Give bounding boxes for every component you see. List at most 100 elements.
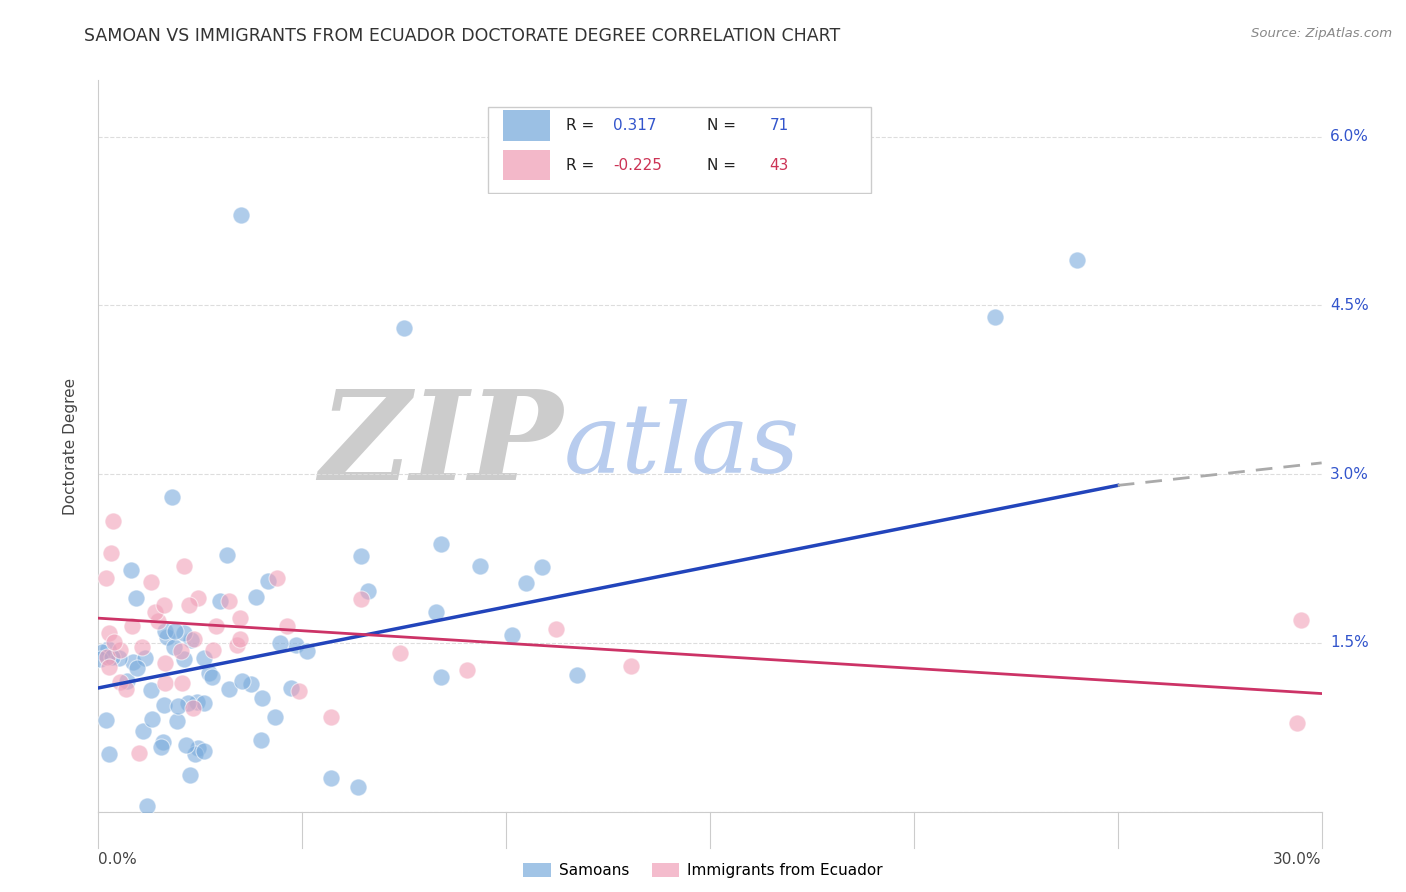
- Point: [163, 640, 186, 655]
- Point: [226, 638, 249, 652]
- Point: [128, 746, 150, 760]
- Point: [180, 632, 202, 647]
- Point: [319, 710, 342, 724]
- Point: [115, 681, 138, 696]
- Point: [149, 740, 172, 755]
- Text: ZIP: ZIP: [319, 385, 564, 507]
- Point: [546, 622, 568, 636]
- Bar: [503, 150, 550, 180]
- Text: 43: 43: [769, 158, 789, 173]
- Legend: Samoans, Immigrants from Ecuador: Samoans, Immigrants from Ecuador: [517, 857, 889, 884]
- Point: [120, 563, 142, 577]
- Point: [173, 652, 195, 666]
- Text: 30.0%: 30.0%: [1274, 852, 1322, 867]
- Point: [153, 657, 176, 671]
- Bar: [503, 111, 550, 141]
- Point: [141, 712, 163, 726]
- Point: [319, 772, 342, 786]
- Text: 0.317: 0.317: [613, 118, 657, 133]
- Point: [179, 599, 201, 613]
- Point: [146, 614, 169, 628]
- Point: [94, 571, 117, 585]
- Point: [280, 681, 302, 695]
- Text: R =: R =: [567, 158, 599, 173]
- Point: [121, 655, 143, 669]
- Point: [97, 642, 120, 657]
- Point: [98, 747, 121, 761]
- Point: [1291, 614, 1313, 628]
- Point: [350, 549, 373, 564]
- Point: [257, 574, 280, 589]
- Point: [152, 735, 174, 749]
- Point: [177, 696, 200, 710]
- Point: [187, 591, 209, 605]
- Text: 4.5%: 4.5%: [1330, 298, 1368, 313]
- Text: SAMOAN VS IMMIGRANTS FROM ECUADOR DOCTORATE DEGREE CORRELATION CHART: SAMOAN VS IMMIGRANTS FROM ECUADOR DOCTOR…: [84, 27, 841, 45]
- Point: [187, 741, 209, 756]
- Point: [174, 739, 197, 753]
- Point: [218, 681, 240, 696]
- Point: [1066, 253, 1088, 268]
- Point: [131, 640, 153, 655]
- Point: [135, 799, 157, 814]
- Point: [984, 310, 1007, 324]
- Point: [163, 624, 186, 639]
- Point: [108, 642, 131, 657]
- Point: [285, 638, 308, 652]
- Point: [96, 649, 118, 664]
- Point: [240, 677, 263, 691]
- Point: [350, 592, 373, 607]
- Point: [229, 632, 252, 646]
- Point: [97, 626, 120, 640]
- Point: [231, 208, 253, 222]
- Text: N =: N =: [707, 118, 741, 133]
- Point: [252, 690, 274, 705]
- Point: [501, 628, 523, 642]
- Point: [456, 664, 478, 678]
- Point: [91, 644, 114, 658]
- Point: [205, 619, 228, 633]
- Point: [249, 732, 271, 747]
- Point: [531, 559, 554, 574]
- Point: [156, 630, 179, 644]
- Point: [103, 635, 125, 649]
- Point: [141, 575, 163, 590]
- Point: [276, 619, 298, 633]
- Text: 1.5%: 1.5%: [1330, 635, 1368, 650]
- Point: [425, 605, 447, 619]
- Point: [166, 714, 188, 728]
- Point: [245, 591, 267, 605]
- Text: 71: 71: [769, 118, 789, 133]
- Point: [108, 675, 131, 690]
- Point: [193, 744, 215, 758]
- Point: [103, 514, 125, 528]
- Point: [201, 670, 224, 684]
- Point: [98, 660, 121, 674]
- Point: [231, 673, 253, 688]
- Point: [155, 675, 177, 690]
- Point: [565, 667, 588, 681]
- Point: [166, 699, 188, 714]
- Point: [115, 674, 138, 689]
- Point: [108, 650, 131, 665]
- Point: [160, 490, 183, 504]
- Point: [429, 670, 451, 684]
- Point: [269, 636, 291, 650]
- Point: [218, 594, 240, 608]
- Point: [347, 780, 370, 795]
- Point: [208, 594, 231, 608]
- Point: [153, 624, 176, 638]
- Point: [183, 632, 205, 647]
- Point: [197, 665, 219, 680]
- Point: [470, 559, 492, 574]
- Point: [181, 700, 204, 714]
- Text: 0.0%: 0.0%: [98, 852, 138, 867]
- Text: atlas: atlas: [564, 399, 800, 493]
- Point: [143, 605, 166, 619]
- Point: [356, 583, 378, 598]
- Point: [193, 651, 215, 665]
- Point: [229, 610, 252, 624]
- Point: [288, 683, 311, 698]
- Point: [101, 649, 124, 664]
- Point: [1285, 715, 1308, 730]
